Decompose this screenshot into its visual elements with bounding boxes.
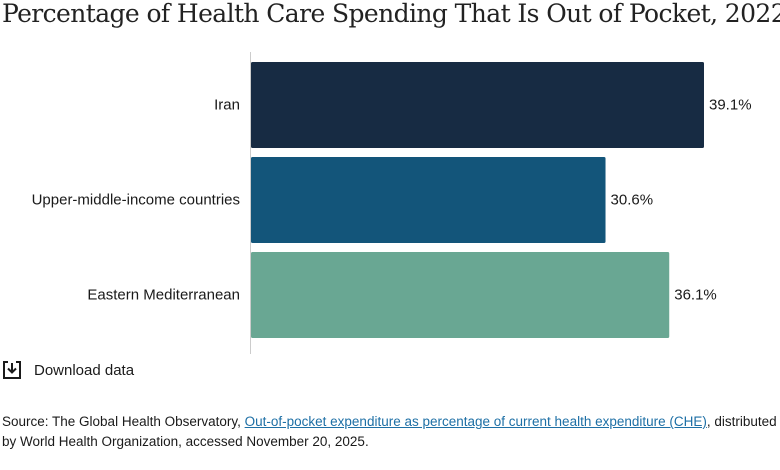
bar-chart: Iran 39.1% Upper-middle-income countries 30… bbox=[32, 52, 752, 354]
category-label-eastern-mediterranean: Eastern Mediterranean bbox=[87, 287, 240, 304]
source-suffix: , distributed by World Health Organizati… bbox=[2, 414, 777, 449]
bar-upper-middle-income-countries bbox=[251, 157, 606, 243]
category-label-iran: Iran bbox=[214, 97, 240, 114]
category-label-upper-middle-income-countries: Upper-middle-income countries bbox=[32, 192, 240, 209]
download-icon bbox=[3, 361, 21, 379]
source-prefix: Source: The Global Health Observatory, bbox=[2, 414, 245, 429]
download-data-button[interactable]: Download data bbox=[2, 360, 134, 380]
value-label-upper-middle-income-countries: 30.6% bbox=[611, 192, 654, 209]
value-label-iran: 39.1% bbox=[709, 97, 752, 114]
download-data-label: Download data bbox=[34, 361, 135, 379]
chart-title: Percentage of Health Care Spending That … bbox=[2, 0, 780, 28]
source-note: Source: The Global Health Observatory, O… bbox=[2, 412, 778, 452]
value-label-eastern-mediterranean: 36.1% bbox=[674, 287, 717, 304]
bar-iran bbox=[251, 62, 704, 148]
bar-eastern-mediterranean bbox=[251, 252, 670, 338]
source-link[interactable]: Out-of-pocket expenditure as percentage … bbox=[244, 414, 707, 429]
